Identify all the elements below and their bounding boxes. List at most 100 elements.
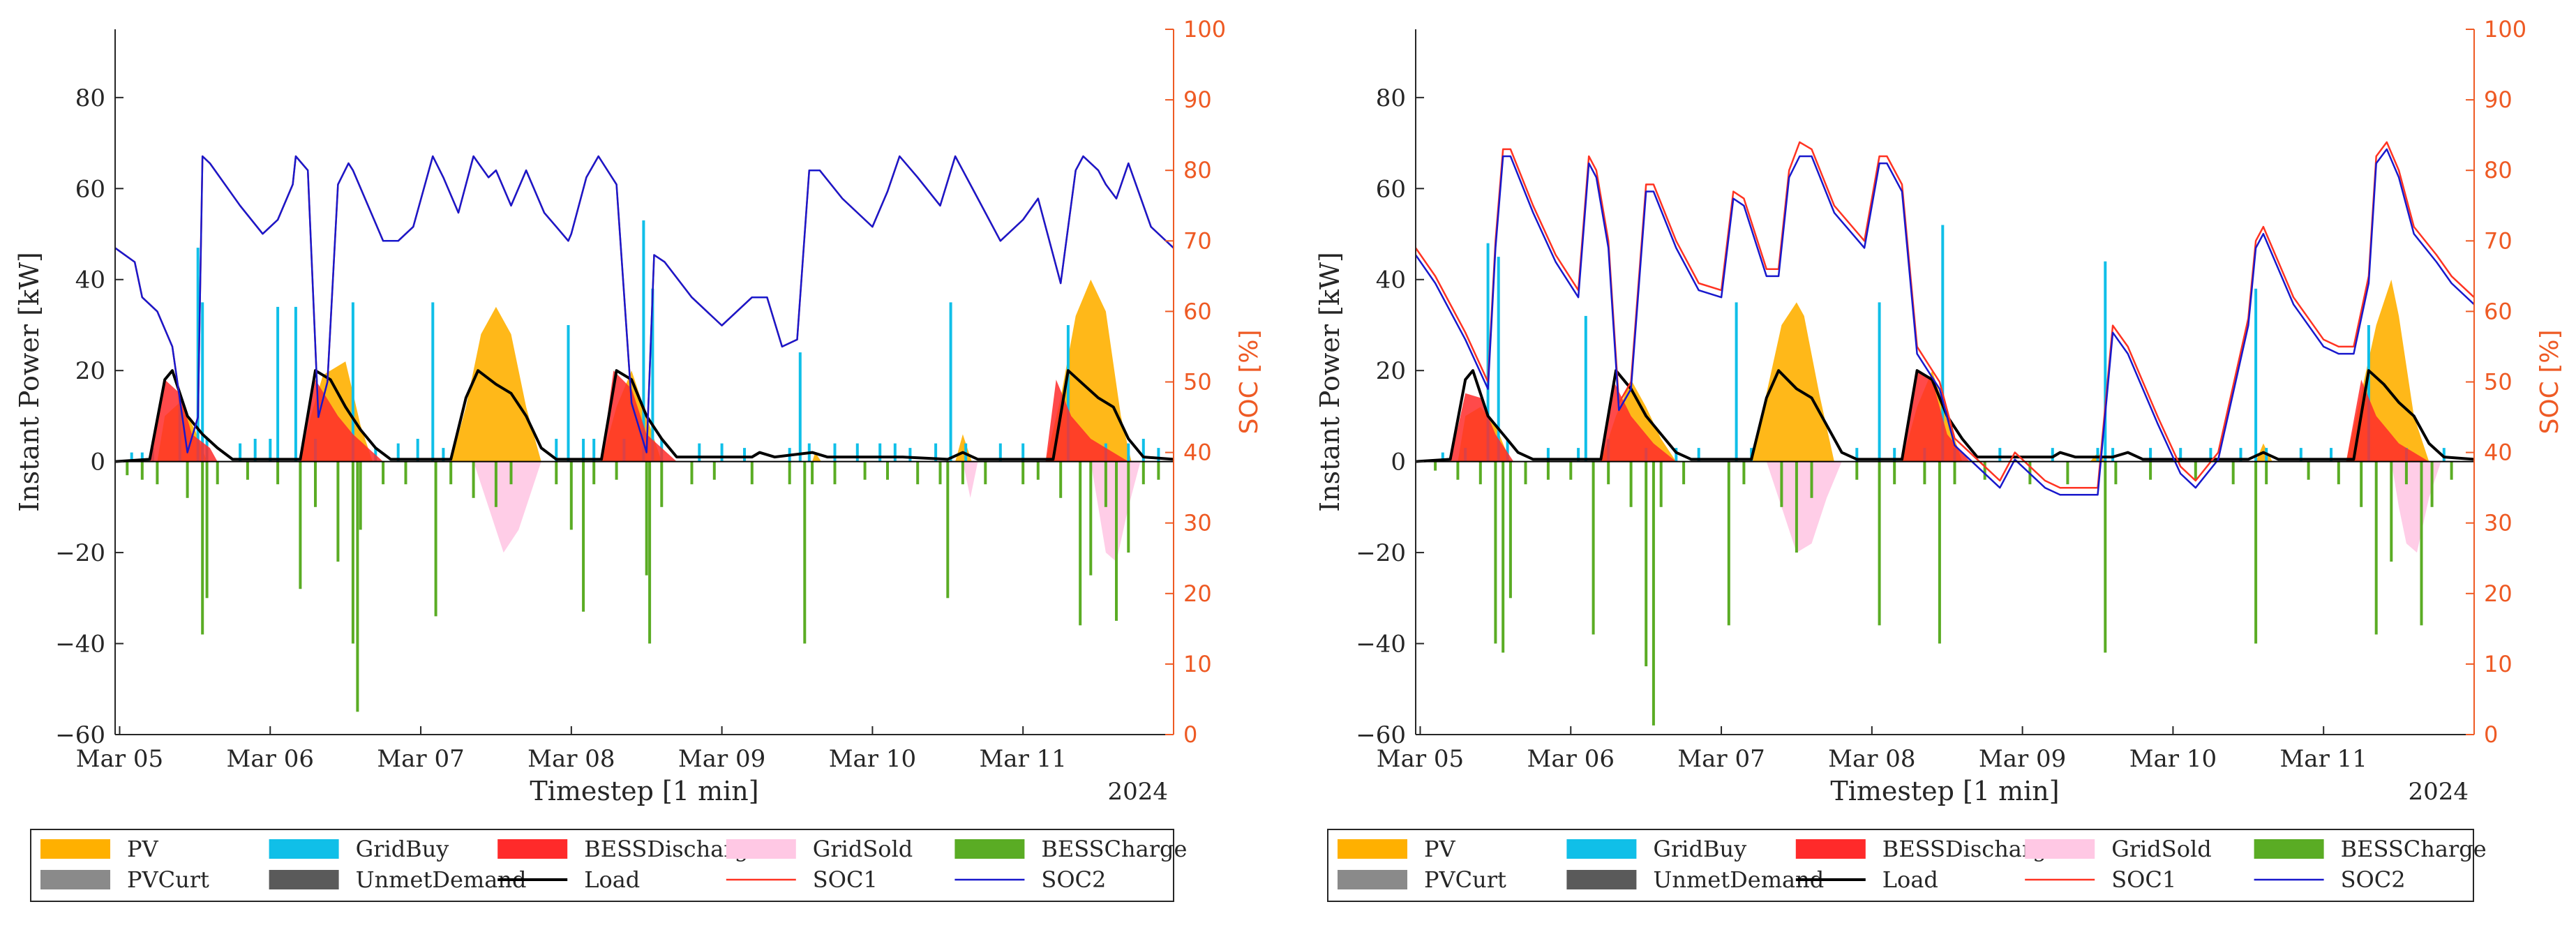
panel1-series-gridbuy-bar-24 [642, 220, 645, 462]
panel2-x-axis-label: Timestep [1 min] [1830, 776, 2059, 806]
panel1-series-gridbuy-bar-34 [855, 443, 859, 462]
panel1-y-axis-label: Instant Power [kW] [14, 252, 45, 512]
panel2-series-gridbuy-bar-10 [1675, 448, 1678, 462]
panel1-legend-label-soc1: SOC1 [813, 866, 878, 893]
panel2-series-gridbuy-bar-15 [1878, 302, 1881, 462]
panel2-legend-swatch-bessdischarge [1795, 839, 1866, 859]
panel2-y2-axis-label: SOC [%] [2536, 329, 2564, 434]
panel1-series-load [115, 369, 1174, 463]
panel1-x-axis-label: Timestep [1 min] [530, 776, 758, 806]
panel1-legend-label-soc2: SOC2 [1041, 866, 1106, 893]
panel1-y2-tick-label: 0 [1183, 721, 1197, 748]
panel1-y-tick-label: −60 [55, 721, 105, 749]
panel2-series-besscharge-bar-15 [1682, 461, 1686, 485]
panel1-series-gridbuy-bar-5 [201, 302, 204, 462]
panel2-series-gridbuy-bar-0 [1441, 452, 1444, 462]
panel2-series-soc2 [1416, 148, 2474, 496]
panel2-legend-label-soc1: SOC1 [2111, 866, 2176, 893]
panel2-y-tick-label: −60 [1356, 721, 1406, 749]
panel1-y-tick-label: 60 [75, 175, 105, 203]
panel1-series-besscharge-bar-21 [509, 461, 513, 485]
panel1-x-tick-label: Mar 07 [377, 745, 464, 773]
panel1-legend-swatch-pvcurt [40, 870, 110, 889]
panel2-x-tick-label: Mar 07 [1677, 745, 1765, 773]
panel2-series-besscharge-bar-22 [1878, 461, 1881, 626]
panel1-series-gridbuy-bar-33 [833, 443, 837, 462]
panel2-y2-tick-label: 20 [2484, 580, 2513, 607]
panel2-series-besscharge-bar-42 [2404, 461, 2408, 485]
panel2-y-tick-label: 20 [1376, 357, 1406, 385]
panel2-series-gridbuy-bar-21 [2051, 448, 2054, 462]
panel2-series-besscharge-bar-20 [1810, 461, 1813, 498]
panel1-series-gridbuy-bar-41 [998, 443, 1002, 462]
panel1-legend-label-pv: PV [127, 836, 159, 862]
panel1-series-besscharge-bar-13 [356, 461, 359, 712]
panel2-y-tick-label: −40 [1356, 631, 1406, 659]
panel2-legend-label-unmetdemand: UnmetDemand [1653, 866, 1824, 893]
panel2-series-besscharge-bar-0 [1434, 461, 1437, 471]
panel1-legend-label-pvcurt: PVCurt [127, 866, 209, 893]
panel1-series-besscharge-bar-44 [1021, 461, 1025, 485]
panel2-series-gridbuy-bar-33 [2367, 325, 2370, 462]
panel1-series-besscharge-bar-49 [1104, 461, 1107, 507]
panel2-legend-label-pvcurt: PVCurt [1424, 866, 1506, 893]
panel2-legend-swatch-besscharge [2254, 839, 2324, 859]
panel2-legend-label-gridbuy: GridBuy [1653, 836, 1746, 862]
panel2-series-besscharge-bar-45 [2450, 461, 2453, 480]
panel1-legend-swatch-gridbuy [269, 839, 339, 859]
panel1-series-gridbuy-bar-4 [196, 248, 200, 462]
panel2-series-gridbuy-bar-18 [1941, 225, 1945, 462]
panel2-series-besscharge-bar-24 [1923, 461, 1926, 485]
panel1-series-gridbuy-bar-38 [934, 443, 938, 462]
panel2-series-gridbuy-bar-3 [1497, 257, 1500, 462]
panel1-series-besscharge-bar-23 [569, 461, 573, 530]
panel2-y-tick-label: 0 [1391, 449, 1406, 476]
panel1-series-besscharge-bar-45 [1036, 461, 1040, 480]
panel1-series-besscharge-bar-31 [712, 461, 716, 480]
panel2-legend-label-soc2: SOC2 [2341, 866, 2406, 893]
panel2-y-tick-label: −20 [1356, 539, 1406, 567]
panel1-legend-label-load: Load [584, 866, 640, 893]
panel2-series-besscharge-bar-1 [1456, 461, 1460, 480]
panel2-series-besscharge-bar-35 [2254, 461, 2258, 644]
panel2-series-gridbuy-bar-4 [1506, 439, 1509, 462]
panel1-series-besscharge-bar-0 [126, 461, 129, 476]
panel2-series-besscharge-bar-40 [2374, 461, 2378, 635]
panel1-series-besscharge-bar-43 [984, 461, 987, 485]
panel1-y-tick-label: 0 [90, 449, 105, 476]
panel1-legend-swatch-bessdischarge [497, 839, 568, 859]
panel1-series-besscharge-bar-25 [592, 461, 596, 485]
panel2-series-gridbuy-bar-23 [2104, 261, 2107, 462]
panel2-series-bessdischarge [1450, 370, 2429, 462]
panel1-series-besscharge-bar-3 [186, 461, 189, 498]
panel1-series-gridbuy-bar-7 [239, 443, 242, 462]
panel2-series-besscharge-bar-43 [2420, 461, 2423, 626]
panel1-y-tick-label: −40 [55, 631, 105, 659]
panel2-series-besscharge-bar-6 [1524, 461, 1527, 485]
panel1-series-gridbuy-bar-21 [582, 439, 585, 462]
panel1-series-besscharge-bar-7 [246, 461, 249, 480]
panel2-series-gridbuy-bar-24 [2111, 448, 2115, 462]
panel1-year-label: 2024 [1107, 778, 1168, 806]
panel1-legend-label-gridbuy: GridBuy [356, 836, 449, 862]
panel2-series-besscharge-bar-21 [1855, 461, 1859, 480]
panel2-series-gridbuy-bar-5 [1546, 448, 1550, 462]
panel1-y2-tick-label: 30 [1183, 510, 1212, 536]
panel2-y2-tick-label: 0 [2484, 721, 2498, 748]
panel1-series-besscharge-bar-33 [788, 461, 791, 485]
panel1-y-tick-label: 80 [75, 84, 105, 112]
panel1-series-gridbuy-bar-15 [396, 443, 400, 462]
panel1-series-besscharge-bar-48 [1089, 461, 1093, 576]
panel1-x-tick-label: Mar 05 [76, 745, 163, 773]
panel2-series-besscharge-bar-5 [1508, 461, 1512, 599]
panel2-legend-swatch-pv [1338, 839, 1407, 859]
panel2-series-gridbuy-bar-20 [1998, 448, 2002, 462]
panel2-x-tick-label: Mar 10 [2129, 745, 2217, 773]
panel1-series-bessdischarge [149, 370, 1129, 462]
panel1-series-gridbuy-bar-36 [893, 443, 897, 462]
panel2-series-besscharge-bar-10 [1607, 461, 1610, 485]
panel1-plot-area [115, 155, 1174, 712]
panel2-series-gridbuy-bar-2 [1486, 243, 1490, 462]
panel1-series-besscharge-bar-15 [382, 461, 385, 485]
